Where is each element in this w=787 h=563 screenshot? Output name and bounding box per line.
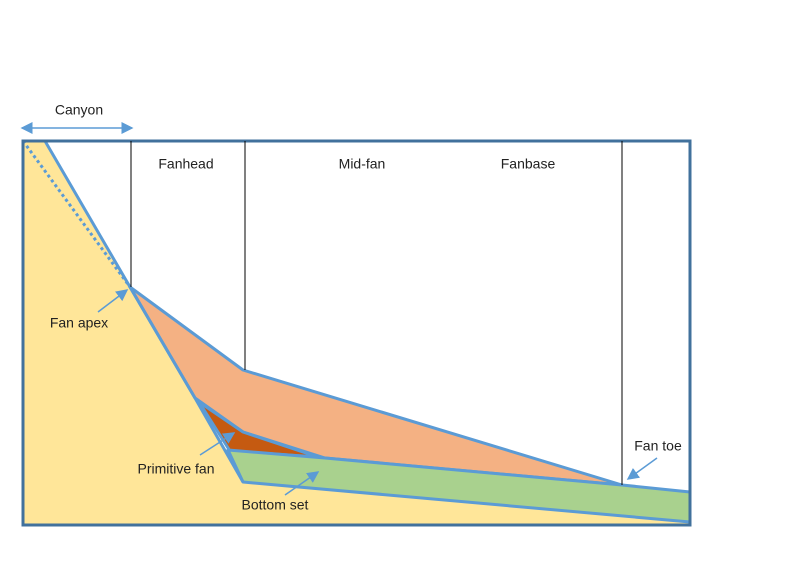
arrow: [97, 289, 129, 313]
arrow: [626, 457, 658, 480]
slope-line: [43, 140, 245, 483]
bedrock: [23, 141, 690, 525]
label: Primitive fan: [137, 461, 214, 477]
label: Fan toe: [634, 438, 682, 454]
frame: [21, 139, 692, 527]
zone-label: Fanhead: [158, 156, 213, 172]
label: Fan apex: [50, 315, 108, 331]
zone-label: Mid-fan: [339, 156, 386, 172]
label: Bottom set: [242, 497, 309, 513]
label: Canyon: [55, 102, 103, 118]
arrow: [284, 471, 320, 496]
dotted-line: [21, 140, 132, 288]
arrow: [199, 432, 236, 456]
zone-label: Fanbase: [501, 156, 556, 172]
